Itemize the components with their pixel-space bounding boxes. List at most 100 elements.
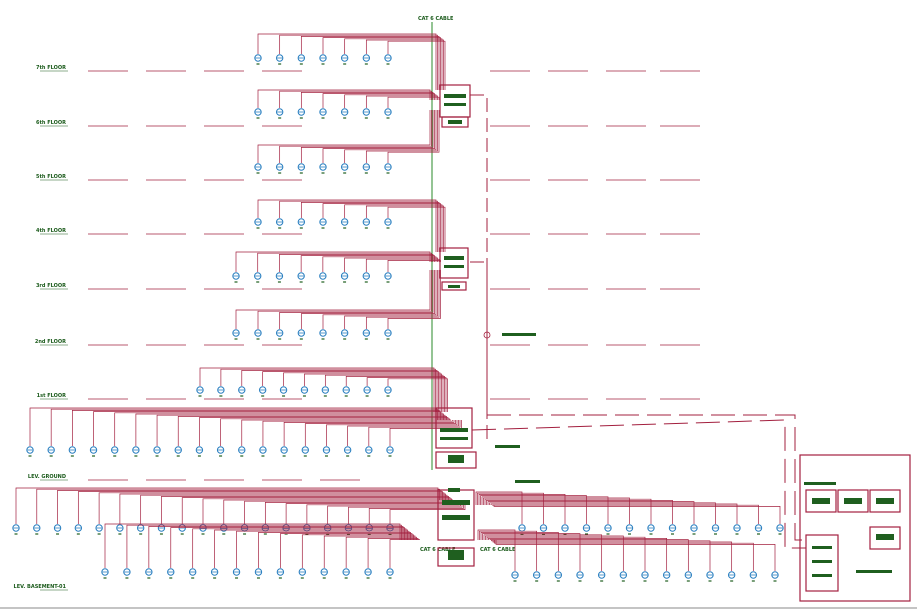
outlet bbox=[254, 163, 262, 171]
rack bbox=[805, 489, 837, 513]
outlet bbox=[123, 568, 131, 576]
rack-unit bbox=[444, 256, 464, 260]
outlet bbox=[101, 568, 109, 576]
rack bbox=[837, 489, 869, 513]
outlet bbox=[33, 524, 41, 532]
rack-unit bbox=[812, 574, 832, 577]
outlet bbox=[561, 524, 569, 532]
rack bbox=[441, 116, 469, 128]
outlet bbox=[319, 329, 327, 337]
outlet bbox=[116, 524, 124, 532]
outlet bbox=[597, 571, 606, 579]
cable bbox=[50, 408, 438, 446]
outlet bbox=[232, 568, 241, 576]
rack bbox=[441, 281, 467, 291]
outlet bbox=[362, 329, 371, 337]
outlet bbox=[275, 329, 284, 337]
cable bbox=[223, 499, 453, 524]
cable bbox=[479, 530, 538, 571]
outlet bbox=[279, 386, 288, 394]
cable bbox=[365, 110, 438, 163]
outlet bbox=[342, 386, 350, 394]
cable bbox=[202, 498, 452, 524]
outlet bbox=[319, 54, 327, 62]
rack-unit bbox=[448, 550, 464, 560]
outlet bbox=[690, 524, 698, 532]
cable bbox=[324, 374, 444, 412]
cable bbox=[279, 90, 432, 108]
outlet bbox=[188, 568, 197, 576]
rack-unit bbox=[495, 445, 520, 448]
cable bbox=[283, 420, 455, 446]
cable bbox=[366, 377, 447, 412]
cable bbox=[300, 110, 434, 163]
cable bbox=[387, 270, 441, 329]
cable bbox=[279, 200, 438, 252]
outlet bbox=[641, 571, 649, 579]
floor-label: 4th FLOOR bbox=[36, 228, 66, 234]
cable bbox=[322, 37, 441, 90]
cable bbox=[262, 420, 453, 446]
cable bbox=[283, 372, 441, 412]
cable bbox=[257, 270, 432, 329]
outlet bbox=[145, 568, 153, 576]
rack-unit bbox=[448, 488, 460, 492]
cable bbox=[387, 96, 440, 108]
outlet bbox=[195, 446, 204, 454]
outlet bbox=[259, 446, 267, 454]
cable bbox=[368, 420, 461, 446]
outlet bbox=[301, 446, 309, 454]
cable bbox=[280, 533, 413, 568]
cable bbox=[477, 529, 516, 571]
outlet bbox=[362, 54, 371, 62]
outlet bbox=[319, 163, 327, 171]
cable bbox=[220, 418, 450, 446]
cable bbox=[347, 420, 459, 446]
outlet bbox=[340, 163, 349, 171]
link bbox=[470, 94, 488, 415]
cable bbox=[495, 540, 776, 571]
link bbox=[470, 261, 488, 445]
outlet bbox=[320, 568, 328, 576]
outlet bbox=[298, 568, 307, 576]
cable bbox=[220, 368, 436, 412]
cable bbox=[257, 33, 437, 90]
cable bbox=[304, 420, 456, 446]
outlet bbox=[754, 524, 763, 532]
cable bbox=[72, 410, 440, 446]
outlet bbox=[365, 446, 373, 454]
outlet bbox=[322, 446, 331, 454]
outlet bbox=[254, 218, 262, 226]
rack-unit bbox=[440, 437, 468, 440]
cable bbox=[304, 373, 442, 412]
outlet bbox=[210, 568, 219, 576]
rack bbox=[805, 534, 839, 592]
cable bbox=[241, 370, 438, 412]
rack-unit bbox=[812, 546, 832, 549]
outlet bbox=[53, 524, 62, 532]
rack-unit bbox=[440, 428, 468, 432]
outlet bbox=[340, 108, 349, 116]
cable bbox=[236, 530, 410, 568]
outlet bbox=[232, 329, 240, 337]
outlet bbox=[297, 54, 306, 62]
cable bbox=[387, 110, 440, 163]
cable bbox=[300, 270, 435, 329]
outlet bbox=[384, 108, 392, 116]
outlet bbox=[386, 568, 394, 576]
outlet bbox=[576, 571, 584, 579]
cable bbox=[365, 205, 444, 252]
outlet bbox=[319, 108, 327, 116]
floor-label: 7th FLOOR bbox=[36, 65, 66, 71]
outlet bbox=[386, 446, 394, 454]
rack-unit bbox=[442, 500, 470, 505]
outlet bbox=[384, 386, 392, 394]
cable bbox=[492, 504, 759, 524]
outlet bbox=[153, 446, 161, 454]
rack-unit bbox=[448, 455, 464, 463]
outlet bbox=[384, 218, 392, 226]
cable bbox=[279, 34, 438, 90]
outlet bbox=[95, 524, 103, 532]
outlet bbox=[668, 524, 677, 532]
